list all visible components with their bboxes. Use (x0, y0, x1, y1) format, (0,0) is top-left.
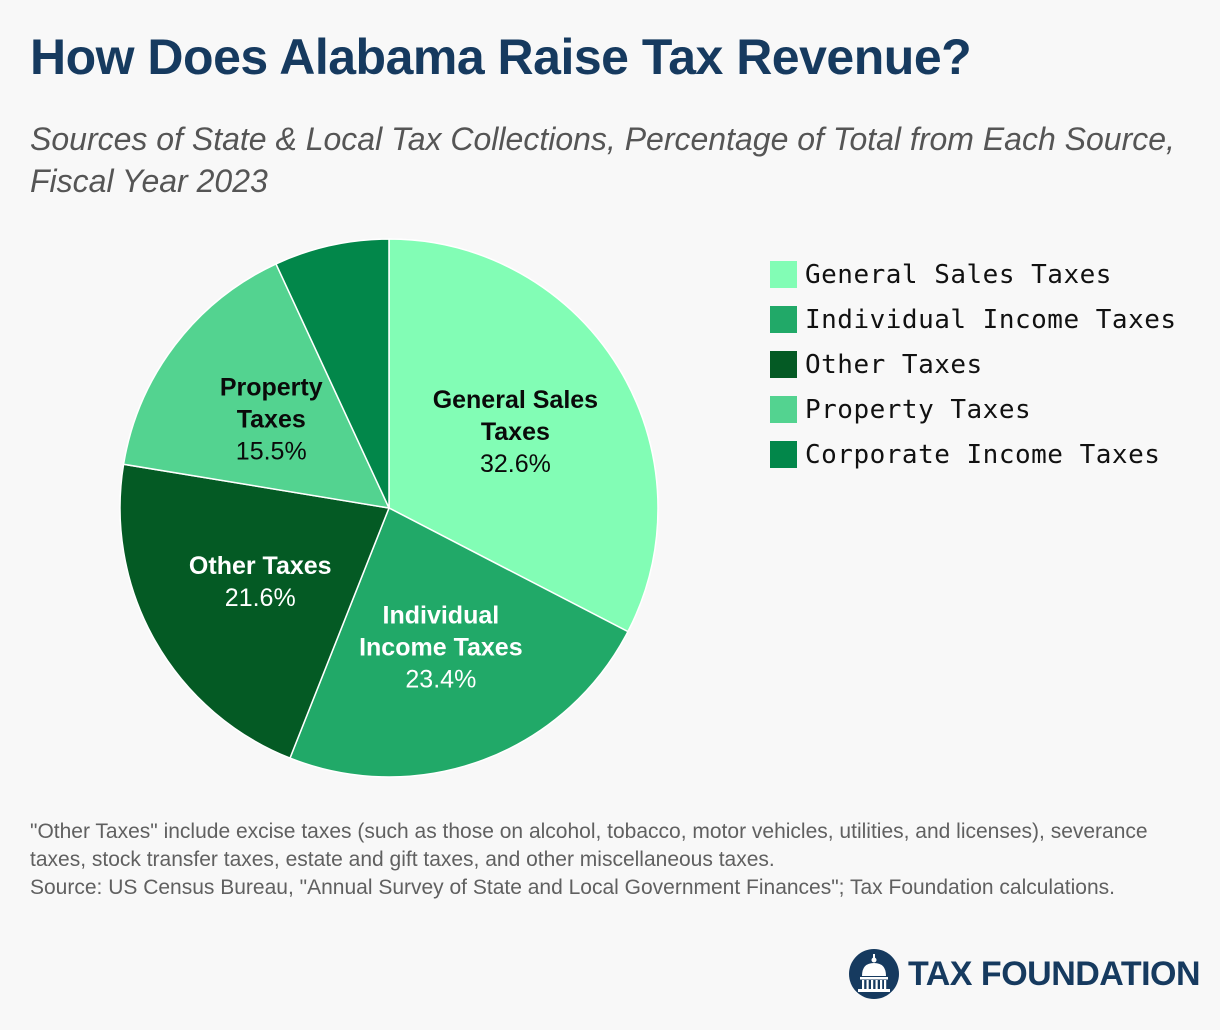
legend-item-other-taxes: Other Taxes (770, 342, 1177, 387)
slice-value-label: 32.6% (480, 450, 551, 478)
legend-label: General Sales Taxes (805, 259, 1112, 290)
chart-subtitle: Sources of State & Local Tax Collections… (30, 121, 1175, 199)
slice-name-text: General Sales (433, 386, 598, 414)
logo-text: TAX FOUNDATION (908, 954, 1201, 993)
legend-item-corporate-income-taxes: Corporate Income Taxes (770, 432, 1177, 477)
tax-foundation-logo: TAX FOUNDATION (848, 948, 1201, 1000)
legend-swatch (770, 261, 797, 288)
legend-label: Individual Income Taxes (805, 304, 1177, 335)
legend-swatch (770, 351, 797, 378)
slice-name-text: Taxes (481, 418, 550, 446)
pie-slice-general-sales-taxes (388, 238, 659, 633)
slice-name-text: Taxes (237, 405, 306, 433)
capitol-dome-icon (849, 949, 899, 999)
slice-label-property-taxes: Property Taxes 15.5% (220, 373, 323, 465)
legend-label: Other Taxes (805, 349, 983, 380)
legend: General Sales Taxes Individual Income Tax… (770, 252, 1177, 477)
source-note: Source: US Census Bureau, "Annual Survey… (30, 876, 1115, 899)
legend-item-general-sales-taxes: General Sales Taxes (770, 252, 1177, 297)
slice-value-label: 23.4% (405, 666, 476, 694)
legend-item-individual-income-taxes: Individual Income Taxes (770, 297, 1177, 342)
slice-name-text: Other Taxes (189, 552, 332, 580)
legend-swatch (770, 306, 797, 333)
legend-label: Corporate Income Taxes (805, 439, 1161, 470)
footnotes: "Other Taxes" include excise taxes (such… (30, 818, 1200, 902)
legend-swatch (770, 441, 797, 468)
legend-item-property-taxes: Property Taxes (770, 387, 1177, 432)
pie-slice-property-taxes (122, 262, 391, 509)
slice-value-label: 15.5% (236, 437, 307, 465)
other-taxes-note: "Other Taxes" include excise taxes (such… (30, 820, 1148, 871)
slice-label-other-taxes: Other Taxes 21.6% (189, 552, 332, 612)
pie-slice-individual-income-taxes (289, 506, 629, 778)
slice-value-label: 21.6% (225, 584, 296, 612)
chart-title: How Does Alabama Raise Tax Revenue? (30, 29, 972, 85)
slice-label-individual-income-taxes: Individual Income Taxes 23.4% (359, 602, 523, 694)
slice-name-text: Property (220, 373, 323, 401)
slice-name-text: Individual (383, 602, 500, 630)
legend-swatch (770, 396, 797, 423)
slice-name-text: Income Taxes (359, 634, 523, 662)
pie-slice-corporate-income-taxes (275, 238, 390, 509)
slice-label-general-sales-taxes: General Sales Taxes 32.6% (433, 386, 598, 478)
legend-label: Property Taxes (805, 394, 1032, 425)
pie-slice-other-taxes (119, 463, 391, 760)
